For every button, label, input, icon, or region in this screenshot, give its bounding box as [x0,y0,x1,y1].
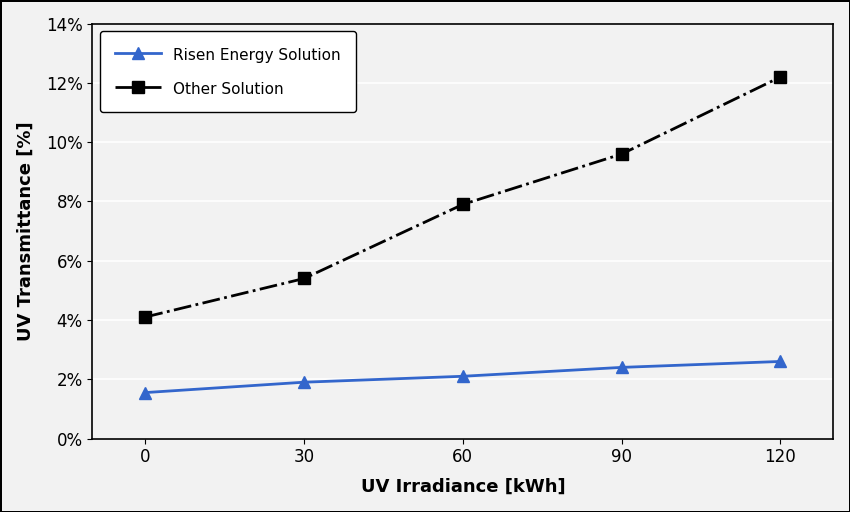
Risen Energy Solution [140,390,150,396]
Line: Other Solution: Other Solution [139,72,786,323]
Other Solution [140,314,150,320]
Risen Energy Solution [299,379,309,385]
Other Solution [775,74,785,80]
Other Solution [458,201,468,207]
Risen Energy Solution [458,373,468,379]
Other Solution [616,151,626,157]
Line: Risen Energy Solution: Risen Energy Solution [139,355,786,399]
Legend: Risen Energy Solution, Other Solution: Risen Energy Solution, Other Solution [100,31,356,112]
Risen Energy Solution [616,365,626,371]
Other Solution [299,275,309,282]
Risen Energy Solution [775,358,785,365]
Y-axis label: UV Transmittance [%]: UV Transmittance [%] [17,121,35,341]
X-axis label: UV Irradiance [kWh]: UV Irradiance [kWh] [360,477,565,495]
